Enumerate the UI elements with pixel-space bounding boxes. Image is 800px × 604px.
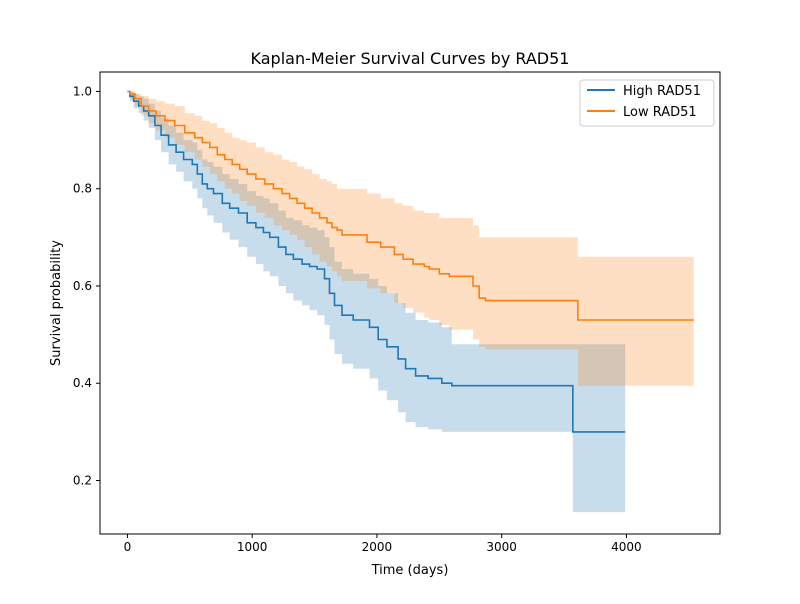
legend: High RAD51 Low RAD51 xyxy=(579,79,715,127)
x-tick-label: 0 xyxy=(124,540,132,554)
survival-line-low-rad51 xyxy=(127,90,694,321)
y-tick-label: 0.4 xyxy=(73,376,92,390)
axes-frame xyxy=(99,71,721,535)
x-axis-ticks: 0 1000 2000 3000 4000 xyxy=(124,534,642,554)
confidence-bands xyxy=(127,91,694,513)
legend-label-high-rad51: High RAD51 xyxy=(623,84,701,99)
y-tick-label: 1.0 xyxy=(73,84,92,98)
x-tick-label: 3000 xyxy=(486,540,517,554)
x-tick-label: 4000 xyxy=(611,540,642,554)
y-axis-ticks: 0.2 0.4 0.6 0.8 1.0 xyxy=(73,84,100,488)
y-tick-label: 0.6 xyxy=(73,279,92,293)
survival-line-high-rad51 xyxy=(127,90,626,433)
x-axis-label: Time (days) xyxy=(371,563,449,578)
survival-lines xyxy=(127,90,694,433)
x-tick-label: 2000 xyxy=(362,540,393,554)
y-tick-label: 0.8 xyxy=(73,182,92,196)
chart-title: Kaplan-Meier Survival Curves by RAD51 xyxy=(251,49,570,68)
ci-band-low-rad51 xyxy=(127,91,694,386)
y-tick-label: 0.2 xyxy=(73,474,92,488)
y-axis-label: Survival probability xyxy=(49,240,64,366)
legend-label-low-rad51: Low RAD51 xyxy=(623,105,697,120)
ci-band-high-rad51 xyxy=(127,91,626,513)
x-tick-label: 1000 xyxy=(237,540,268,554)
legend-box xyxy=(579,79,715,127)
